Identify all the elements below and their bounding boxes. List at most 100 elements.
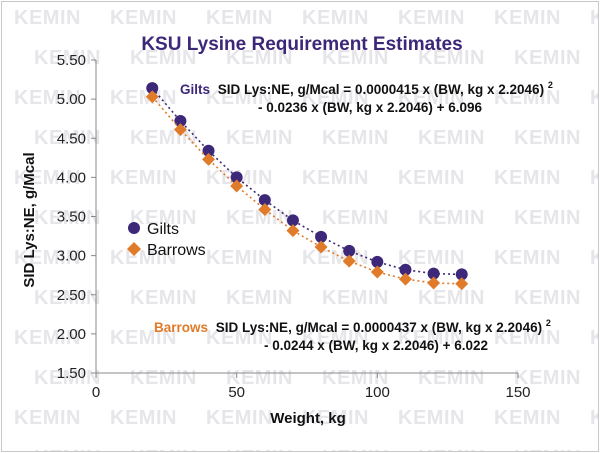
data-point-barrows <box>258 202 272 216</box>
data-point-gilts <box>146 82 159 95</box>
y-tick-label: 3.00 <box>57 248 86 265</box>
y-tick-label: 2.00 <box>57 326 86 343</box>
watermark-text: KEMIN <box>110 247 177 269</box>
data-point-gilts <box>286 214 299 227</box>
gilts-equation-text: SID Lys:NE, g/Mcal = 0.0000415 x (BW, kg… <box>218 82 544 97</box>
watermark-text: KEMIN <box>418 367 485 389</box>
watermark-text: KEMIN <box>398 7 465 29</box>
data-point-barrows <box>286 224 300 238</box>
watermark-text: KEMIN <box>130 447 197 451</box>
gilts-equation-label: Gilts <box>180 82 210 97</box>
y-tick-label: 5.00 <box>57 91 86 108</box>
watermark-text: KEMIN <box>226 447 293 451</box>
watermark-text: KEMIN <box>14 7 81 29</box>
legend-gilts-label: Gilts <box>147 221 179 238</box>
data-point-barrows <box>145 90 159 104</box>
watermark-text: KEMIN <box>494 407 561 429</box>
watermark-text: KEMIN <box>34 207 101 229</box>
watermark-text: KEMIN <box>34 367 101 389</box>
data-point-barrows <box>342 254 356 268</box>
watermark-text: KEMIN <box>590 167 598 189</box>
data-point-gilts <box>399 263 412 276</box>
x-tick-label: 100 <box>365 384 390 401</box>
series-barrows <box>145 90 469 291</box>
watermark-text: KEMIN <box>226 207 293 229</box>
y-axis-title: SID Lys:NE, g/Mcal <box>21 152 38 287</box>
legend-barrows-marker <box>127 242 141 256</box>
watermark-text: KEMIN <box>206 327 273 349</box>
watermark-text: KEMIN <box>322 447 389 451</box>
watermark-text: KEMIN <box>494 87 561 109</box>
watermark-text: KEMIN <box>302 167 369 189</box>
watermark-text: KEMIN <box>514 367 581 389</box>
watermark-text: KEMIN <box>302 247 369 269</box>
data-point-gilts <box>455 268 468 281</box>
series-gilts <box>146 82 468 281</box>
watermark-text: KEMIN <box>34 47 101 69</box>
watermark-text: KEMIN <box>418 287 485 309</box>
watermark-text: KEMIN <box>34 287 101 309</box>
watermark-text: KEMIN <box>514 447 581 451</box>
y-tick-label: 5.50 <box>57 52 86 69</box>
series-layer <box>145 82 469 291</box>
watermark-text: KEMIN <box>590 327 598 349</box>
watermark-text: KEMIN <box>418 207 485 229</box>
gilts-equation-line1: Gilts SID Lys:NE, g/Mcal = 0.0000415 x (… <box>180 80 553 97</box>
watermark-text: KEMIN <box>494 327 561 349</box>
data-point-barrows <box>173 123 187 137</box>
data-point-barrows <box>455 277 469 291</box>
watermark-text: KEMIN <box>398 167 465 189</box>
watermark-text: KEMIN <box>206 7 273 29</box>
data-point-gilts <box>230 171 243 184</box>
watermark-text: KEMIN <box>322 127 389 149</box>
watermark-text: KEMIN <box>206 247 273 269</box>
data-point-barrows <box>427 276 441 290</box>
watermark-text: KEMIN <box>130 287 197 309</box>
watermark-text: KEMIN <box>110 87 177 109</box>
watermark-text: KEMIN <box>14 87 81 109</box>
watermark-text: KEMIN <box>130 367 197 389</box>
y-tick-label: 1.50 <box>57 365 86 382</box>
watermark-layer: KEMIN KEMIN KEMIN KEMIN KEMIN KEMIN KEMIN KEMIN… <box>14 7 598 451</box>
data-point-gilts <box>427 267 440 280</box>
x-axis-ticks: 0 50 100 150 <box>92 373 531 401</box>
watermark-text: KEMIN <box>398 247 465 269</box>
barrows-equation-text: SID Lys:NE, g/Mcal = 0.0000437 x (BW, kg… <box>216 320 542 335</box>
watermark-text: KEMIN <box>590 247 598 269</box>
watermark-text: KEMIN <box>206 87 273 109</box>
watermark-text: KEMIN <box>514 207 581 229</box>
watermark-text: KEMIN <box>302 407 369 429</box>
watermark-text: KEMIN <box>302 87 369 109</box>
watermark-text: KEMIN <box>14 247 81 269</box>
y-axis-ticks: 1.50 2.00 2.50 3.00 3.50 4.00 4.50 5.00 5.50 <box>57 52 96 382</box>
data-point-barrows <box>314 240 328 254</box>
chart-title: KSU Lysine Requirement Estimates <box>141 34 462 55</box>
data-point-barrows <box>398 272 412 286</box>
y-tick-label: 4.00 <box>57 169 86 186</box>
watermark-text: KEMIN <box>514 287 581 309</box>
watermark-text: KEMIN <box>34 447 101 451</box>
data-point-gilts <box>202 144 215 157</box>
barrows-equation-exponent: 2 <box>546 318 551 328</box>
watermark-text: KEMIN <box>34 127 101 149</box>
watermark-text: KEMIN <box>398 87 465 109</box>
legend: Gilts Barrows <box>127 221 206 259</box>
watermark-text: KEMIN <box>494 167 561 189</box>
watermark-text: KEMIN <box>514 47 581 69</box>
barrows-equation-line1: Barrows SID Lys:NE, g/Mcal = 0.0000437 x… <box>154 318 551 335</box>
watermark-text: KEMIN <box>130 127 197 149</box>
watermark-text: KEMIN <box>398 407 465 429</box>
watermark-text: KEMIN <box>418 47 485 69</box>
watermark-text: KEMIN <box>14 407 81 429</box>
watermark-text: KEMIN <box>302 327 369 349</box>
watermark-text: KEMIN <box>590 407 598 429</box>
data-point-gilts <box>315 230 328 243</box>
watermark-text: KEMIN <box>302 7 369 29</box>
watermark-text: KEMIN <box>110 407 177 429</box>
gilts-equation-line2: - 0.0236 x (BW, kg x 2.2046) + 6.096 <box>258 100 483 115</box>
x-tick-label: 0 <box>92 384 100 401</box>
watermark-text: KEMIN <box>590 7 598 29</box>
watermark-text: KEMIN <box>322 287 389 309</box>
data-point-gilts <box>174 115 187 128</box>
